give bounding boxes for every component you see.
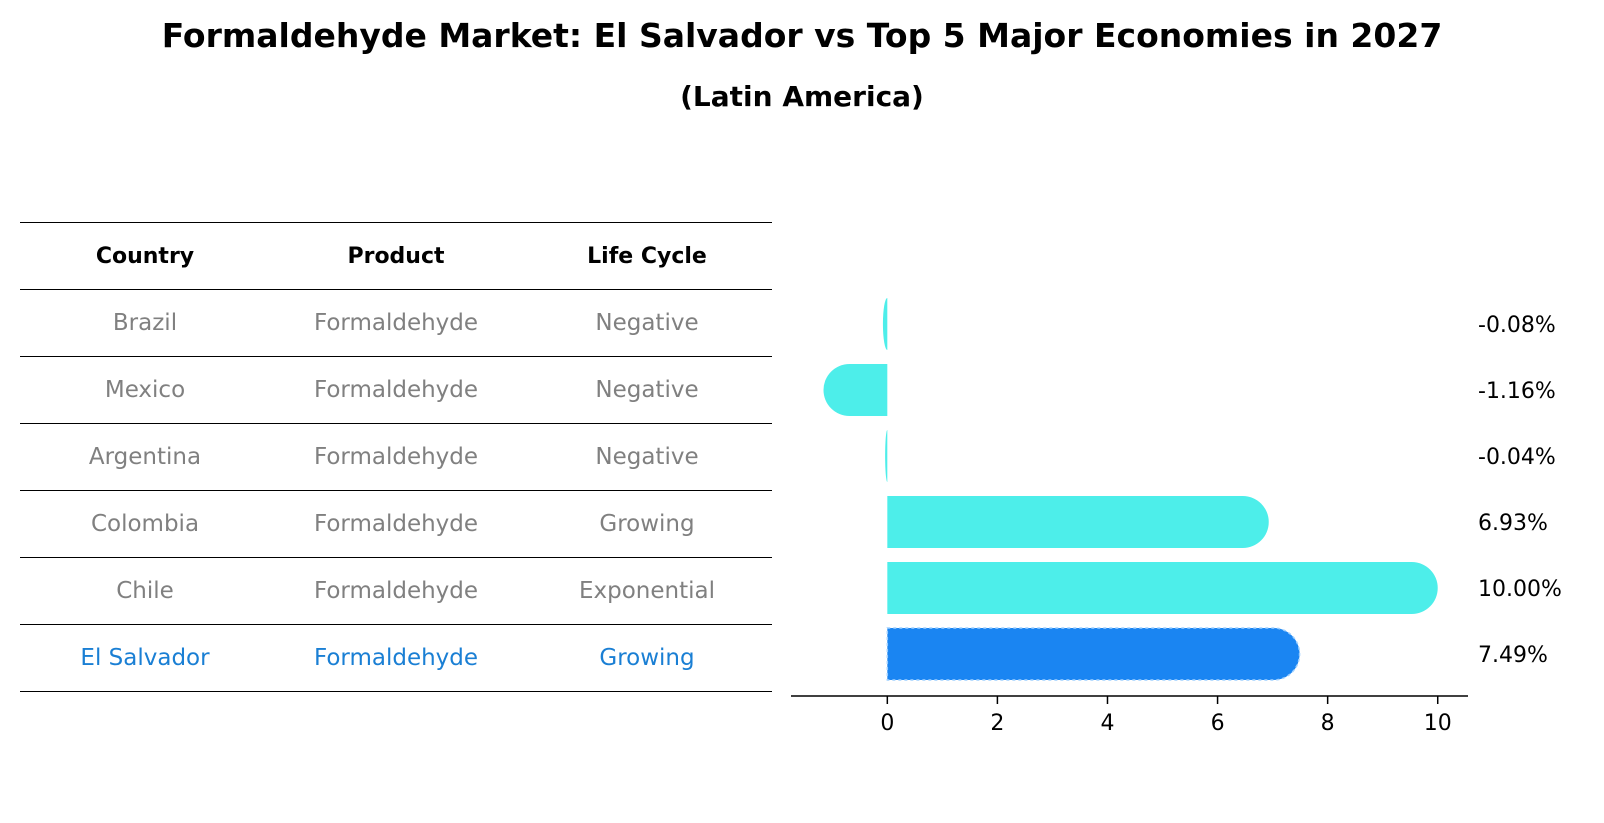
x-tick-label: 6 — [1211, 711, 1225, 736]
cell-product: Formaldehyde — [270, 557, 522, 625]
data-label: -1.16% — [1478, 379, 1556, 404]
cell-life-cycle: Negative — [522, 289, 772, 357]
table-row: Mexico Formaldehyde Negative — [20, 356, 772, 424]
header-life-cycle: Life Cycle — [522, 222, 772, 290]
cell-product: Formaldehyde — [270, 490, 522, 558]
table-row: Colombia Formaldehyde Growing — [20, 490, 772, 558]
x-tick-label: 2 — [990, 711, 1004, 736]
data-label: -0.08% — [1478, 313, 1556, 338]
data-label: 6.93% — [1478, 511, 1548, 536]
cell-life-cycle: Growing — [522, 490, 772, 558]
table-row-highlighted: El Salvador Formaldehyde Growing — [20, 624, 772, 692]
cell-life-cycle: Negative — [522, 423, 772, 491]
table-header-row: Country Product Life Cycle — [20, 222, 772, 290]
cell-country: Brazil — [20, 289, 270, 357]
cell-life-cycle: Exponential — [522, 557, 772, 625]
cell-product: Formaldehyde — [270, 289, 522, 357]
table-row: Argentina Formaldehyde Negative — [20, 423, 772, 491]
cell-life-cycle: Negative — [522, 356, 772, 424]
bar-brazil — [882, 298, 888, 350]
cell-product: Formaldehyde — [270, 423, 522, 491]
header-country: Country — [20, 222, 270, 290]
cell-country: Mexico — [20, 356, 270, 424]
table-row: Chile Formaldehyde Exponential — [20, 557, 772, 625]
header-product: Product — [270, 222, 522, 290]
chart-subtitle: (Latin America) — [680, 80, 924, 113]
cell-country: Argentina — [20, 423, 270, 491]
bar-argentina — [885, 430, 888, 482]
data-table: Country Product Life Cycle Brazil Formal… — [20, 222, 772, 692]
bar-chile — [887, 562, 1438, 614]
x-tick-label: 10 — [1424, 711, 1452, 736]
bar-el-salvador — [886, 627, 1301, 681]
bar-colombia — [887, 496, 1269, 548]
cell-country: El Salvador — [20, 624, 270, 692]
table-row: Brazil Formaldehyde Negative — [20, 289, 772, 357]
data-label: 7.49% — [1478, 643, 1548, 668]
cell-product: Formaldehyde — [270, 356, 522, 424]
x-tick-label: 4 — [1100, 711, 1114, 736]
data-label: 10.00% — [1478, 577, 1562, 602]
cell-country: Chile — [20, 557, 270, 625]
bar-mexico — [823, 364, 888, 416]
cell-product: Formaldehyde — [270, 624, 522, 692]
data-label: -0.04% — [1478, 445, 1556, 470]
cell-life-cycle: Growing — [522, 624, 772, 692]
x-tick-label: 0 — [880, 711, 894, 736]
chart-title: Formaldehyde Market: El Salvador vs Top … — [161, 16, 1443, 55]
x-tick-label: 8 — [1321, 711, 1335, 736]
cell-country: Colombia — [20, 490, 270, 558]
